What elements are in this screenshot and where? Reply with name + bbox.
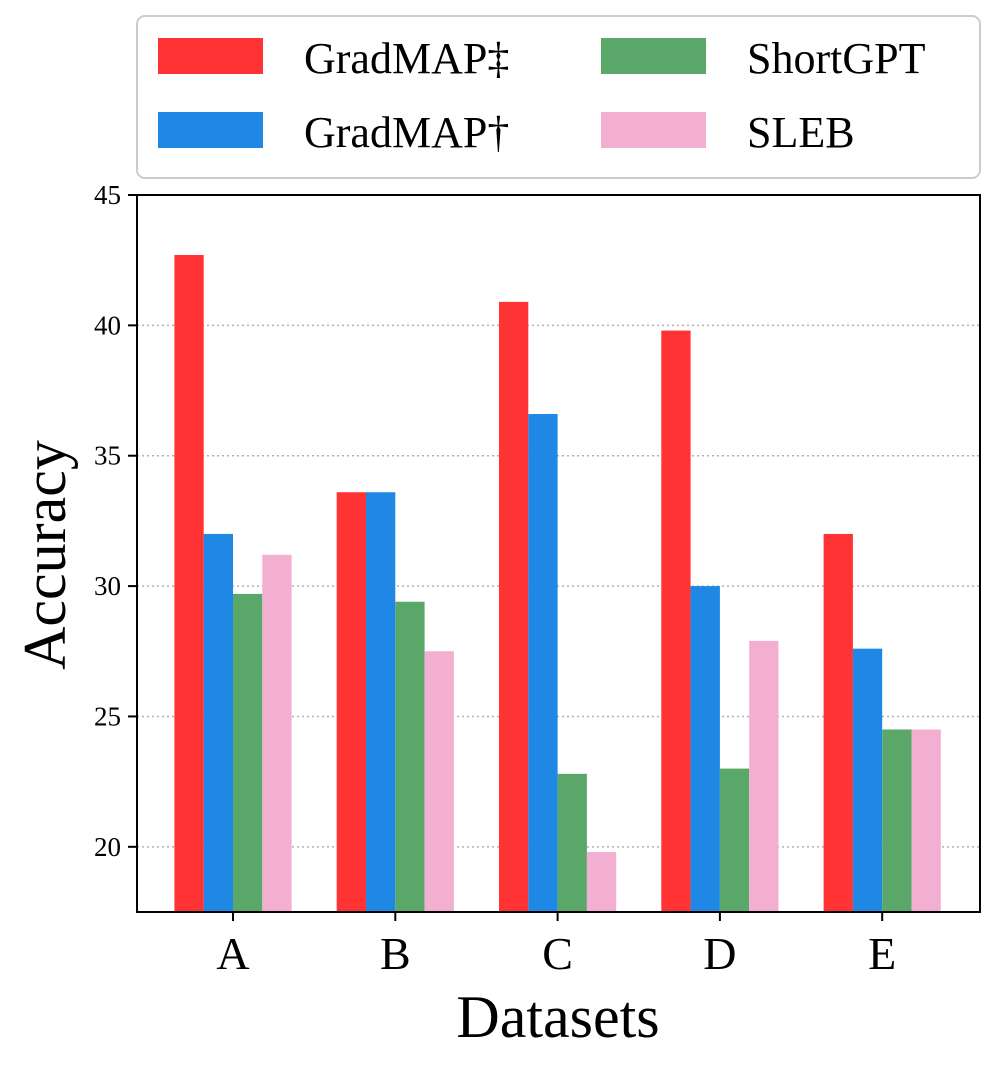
bar (911, 729, 941, 912)
y-tick-label: 25 (94, 701, 121, 731)
bar (557, 773, 587, 912)
bar (719, 768, 750, 912)
x-tick-label: B (380, 928, 411, 979)
x-axis-label: Datasets (456, 984, 659, 1050)
bar (336, 492, 366, 912)
bar (661, 330, 691, 912)
x-axis-ticks: A B C D E (216, 912, 896, 979)
bar (174, 254, 204, 912)
bar (366, 492, 396, 912)
legend-label: GradMAP‡ (304, 34, 509, 83)
bar (262, 554, 292, 912)
y-axis-ticks: 20 25 30 35 40 45 (94, 180, 137, 862)
bar (882, 729, 912, 912)
bars (174, 254, 941, 912)
y-axis-label: Accuracy (12, 440, 78, 670)
bar (690, 586, 720, 912)
plot-area: 20 25 30 35 40 45 A B C D E (94, 180, 981, 979)
x-tick-label: C (542, 928, 573, 979)
legend-label: ShortGPT (747, 34, 926, 83)
legend: GradMAP‡ GradMAP† ShortGPT SLEB (136, 15, 981, 179)
bar (586, 852, 617, 912)
legend-swatch (601, 112, 706, 148)
bar (499, 301, 529, 912)
bar (395, 601, 425, 912)
bar (749, 640, 779, 912)
y-tick-label: 45 (94, 180, 121, 210)
bar (852, 648, 883, 912)
bar (528, 414, 558, 912)
legend-swatch (158, 38, 263, 74)
y-tick-label: 30 (94, 571, 121, 601)
x-tick-label: A (216, 928, 249, 979)
bar (203, 533, 233, 912)
legend-label: SLEB (747, 108, 855, 157)
bar (233, 593, 263, 912)
bar (823, 533, 853, 912)
legend-swatch (158, 112, 263, 148)
x-tick-label: D (703, 928, 736, 979)
y-tick-label: 40 (94, 310, 121, 340)
legend-label: GradMAP† (304, 108, 509, 157)
legend-frame (136, 15, 981, 179)
x-tick-label: E (868, 928, 896, 979)
legend-swatch (601, 38, 706, 74)
bar (424, 651, 454, 912)
y-tick-label: 35 (94, 441, 121, 471)
y-tick-label: 20 (94, 832, 121, 862)
